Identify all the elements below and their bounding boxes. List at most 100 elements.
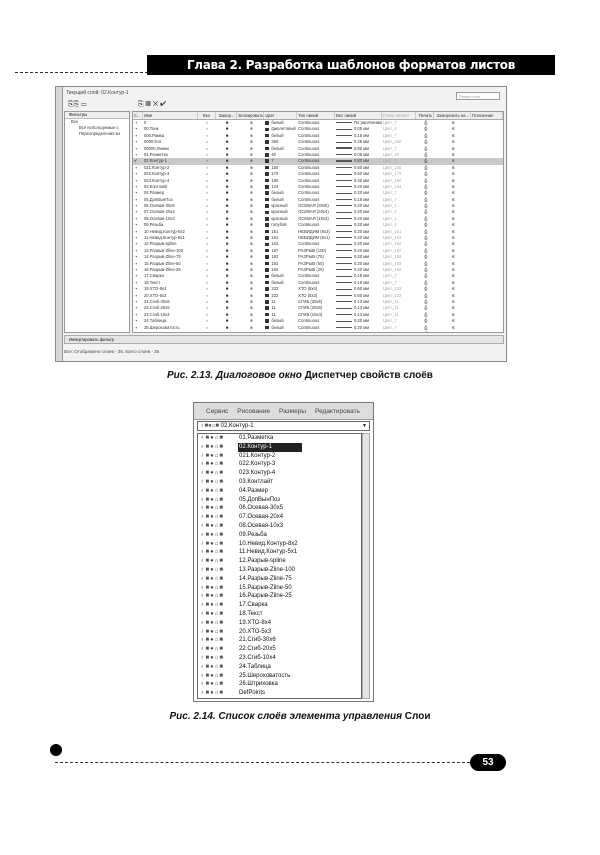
lock-icon[interactable]: ⊕ bbox=[249, 120, 254, 125]
table-row[interactable]: ⇢ 23.Сгиб-10х4 ○ ■ ⊕ 11 СГИБ (10х4) 0.13 мм Цвет… bbox=[133, 312, 503, 318]
column-header[interactable]: Стиль печати bbox=[382, 112, 417, 119]
on-bulb-icon[interactable]: ○ bbox=[205, 286, 209, 292]
tree-item-all[interactable]: Все bbox=[71, 119, 79, 124]
vp-freeze-icon[interactable]: ✲ bbox=[451, 241, 456, 247]
printer-icon[interactable]: ⎙ bbox=[424, 241, 428, 247]
column-header[interactable]: Блокировать bbox=[238, 112, 265, 119]
layer-color[interactable]: 187 bbox=[264, 248, 297, 254]
linetype[interactable]: Continuous bbox=[298, 126, 320, 132]
on-bulb-icon[interactable]: ○ bbox=[205, 183, 209, 189]
chevron-down-icon[interactable]: ▼ bbox=[362, 423, 367, 429]
printer-icon[interactable]: ⎙ bbox=[424, 254, 428, 260]
list-item[interactable]: ♁■●⌂■ 01.Разметка bbox=[198, 434, 361, 443]
freeze-icon[interactable]: ■ bbox=[225, 235, 229, 241]
table-row[interactable]: ⇢ 24.Таблица ○ ■ ⊕ белый Continuous 0.20 мм Цвет… bbox=[133, 318, 503, 324]
lock-icon[interactable]: ⊕ bbox=[249, 196, 254, 202]
printer-icon[interactable]: ⎙ bbox=[424, 145, 428, 151]
lineweight[interactable]: 0.20 мм bbox=[335, 209, 382, 215]
linetype[interactable]: СГИБ (30х6) bbox=[298, 298, 323, 304]
layer-color[interactable]: 11 bbox=[264, 299, 297, 305]
linetype[interactable]: Continuous bbox=[297, 331, 335, 332]
printer-icon[interactable]: ⎙ bbox=[417, 331, 435, 332]
lock-icon[interactable]: ⊕ bbox=[249, 190, 254, 196]
linetype[interactable]: Continuous bbox=[298, 164, 320, 170]
vp-freeze-icon[interactable]: ✲ bbox=[451, 318, 456, 324]
freeze-icon[interactable]: ■ bbox=[225, 196, 229, 202]
vp-freeze-icon[interactable]: ✲ bbox=[451, 311, 456, 317]
table-row[interactable]: ⇢ 22.Сгиб-20х5 ○ ■ ⊕ 11 СГИБ (20х5) 0.13 мм Цвет… bbox=[133, 305, 503, 311]
lineweight[interactable]: 0.20 мм bbox=[335, 222, 382, 228]
table-row[interactable]: ⇢ 00000.Линии ○ ■ ⊕ белый Continuous 0.80 мм Цве… bbox=[133, 146, 503, 152]
layer-color[interactable]: красный bbox=[264, 209, 297, 215]
on-bulb-icon[interactable]: ○ bbox=[205, 324, 209, 330]
layer-color[interactable]: 161 bbox=[264, 229, 297, 235]
linetype[interactable]: РАЗРЫВ (25) bbox=[298, 266, 324, 272]
layer-color[interactable]: белый bbox=[264, 133, 297, 139]
lock-icon[interactable]: ⊕ bbox=[249, 177, 254, 183]
table-row[interactable]: ⇢ 0000.Dot ○ ■ ⊕ 250 Continuous 0.25 мм Цвет_250… bbox=[133, 139, 503, 145]
layer-color[interactable]: 150 bbox=[264, 165, 297, 171]
vp-freeze-icon[interactable]: ✲ bbox=[451, 139, 456, 145]
linetype[interactable]: Continuous bbox=[298, 241, 320, 247]
freeze-icon[interactable]: ■ bbox=[216, 331, 238, 332]
linetype[interactable]: ОСЕВАЯ (30х5) bbox=[298, 203, 329, 209]
layer-color[interactable]: фиолетовый bbox=[264, 126, 297, 132]
lock-icon[interactable]: ⊕ bbox=[249, 305, 254, 311]
list-item[interactable]: ♁■●⌂■ 25.Шероховатость bbox=[198, 672, 361, 681]
lock-icon[interactable]: ⊕ bbox=[249, 158, 254, 164]
printer-icon[interactable]: ⎙ bbox=[424, 273, 428, 279]
printer-icon[interactable]: ⎙ bbox=[424, 324, 428, 330]
freeze-icon[interactable]: ■ bbox=[225, 311, 229, 317]
on-bulb-icon[interactable]: ○ bbox=[205, 266, 209, 272]
layer-color[interactable]: белый bbox=[264, 318, 297, 324]
on-bulb-icon[interactable]: ○ bbox=[205, 177, 209, 183]
vp-freeze-icon[interactable]: ✲ bbox=[451, 126, 456, 132]
list-item[interactable]: ♁■●⌂■ 02.Контур-1 bbox=[198, 442, 361, 452]
vp-freeze-icon[interactable]: ✲ bbox=[451, 209, 456, 215]
table-row[interactable]: ⇢ 13.Разрыв-Zline-100 ○ ■ ⊕ 187 РАЗРЫВ (100) 0.… bbox=[133, 248, 503, 254]
vp-freeze-icon[interactable]: ✲ bbox=[434, 331, 471, 332]
lineweight[interactable]: 0.25 мм bbox=[335, 139, 382, 145]
printer-icon[interactable]: ⎙ bbox=[424, 132, 428, 138]
invert-filter-checkbox[interactable]: Инвертировать фильтр bbox=[64, 335, 504, 344]
on-bulb-icon[interactable]: ○ bbox=[205, 247, 209, 253]
freeze-icon[interactable]: ■ bbox=[225, 286, 229, 292]
on-bulb-icon[interactable]: ○ bbox=[205, 260, 209, 266]
linetype[interactable]: ХТО (5х3) bbox=[298, 292, 318, 298]
column-header[interactable]: Вес линий bbox=[335, 112, 382, 119]
lineweight[interactable]: 0.13 мм bbox=[335, 305, 382, 311]
freeze-icon[interactable]: ■ bbox=[225, 279, 229, 285]
freeze-icon[interactable]: ■ bbox=[225, 266, 229, 272]
list-item[interactable]: ♁■●⌂■ 11.Невид.Контур-5х1 bbox=[198, 548, 361, 557]
list-item[interactable]: ♁■●⌂■ 12.Разрыв-spline bbox=[198, 557, 361, 566]
lock-icon[interactable]: ⊕ bbox=[249, 183, 254, 189]
vp-freeze-icon[interactable]: ✲ bbox=[451, 305, 456, 311]
layer-color[interactable]: белый bbox=[264, 280, 297, 286]
layer-color[interactable]: 170 bbox=[264, 171, 297, 177]
lineweight[interactable]: 0.20 мм bbox=[335, 325, 382, 331]
lineweight[interactable]: 0.60 мм bbox=[335, 171, 382, 177]
linetype[interactable]: Continuous bbox=[298, 222, 320, 228]
on-bulb-icon[interactable]: ○ bbox=[205, 273, 209, 279]
on-bulb-icon[interactable]: ○ bbox=[205, 164, 209, 170]
layer-color[interactable]: 192 bbox=[264, 267, 297, 273]
freeze-icon[interactable]: ■ bbox=[225, 318, 229, 324]
linetype[interactable]: НЕВИДИМ (8х2) bbox=[298, 228, 330, 234]
list-item[interactable]: ♁■●⌂■ 22.Сгиб-20х5 bbox=[198, 645, 361, 654]
table-row[interactable]: ⇢ 16.Разрыв-Zline-25 ○ ■ ⊕ 192 РАЗРЫВ (25) 0.20… bbox=[133, 267, 503, 273]
printer-icon[interactable]: ⎙ bbox=[424, 279, 428, 285]
on-bulb-icon[interactable]: ○ bbox=[205, 151, 209, 157]
vp-freeze-icon[interactable]: ✲ bbox=[451, 222, 456, 228]
freeze-icon[interactable]: ■ bbox=[225, 209, 229, 215]
linetype[interactable]: СГИБ (10х4) bbox=[298, 311, 323, 317]
linetype[interactable]: Continuous bbox=[298, 171, 320, 177]
menu-item[interactable]: Размеры bbox=[279, 408, 307, 415]
printer-icon[interactable]: ⎙ bbox=[424, 209, 428, 215]
table-row[interactable]: ⇢26.Штриховка○■⊕ 24 Continuous 0.13 мм Цвет_… bbox=[133, 331, 503, 332]
printer-icon[interactable]: ⎙ bbox=[424, 222, 428, 228]
lineweight[interactable]: 0.05 мм bbox=[335, 126, 382, 132]
freeze-icon[interactable]: ■ bbox=[225, 183, 229, 189]
lock-icon[interactable]: ⊕ bbox=[249, 235, 254, 241]
table-row[interactable]: ⇢ 11.Невид.Контур-5х1 ○ ■ ⊕ 161 НЕВИДИМ (5х1) 0… bbox=[133, 235, 503, 241]
lock-icon[interactable]: ⊕ bbox=[237, 331, 264, 332]
